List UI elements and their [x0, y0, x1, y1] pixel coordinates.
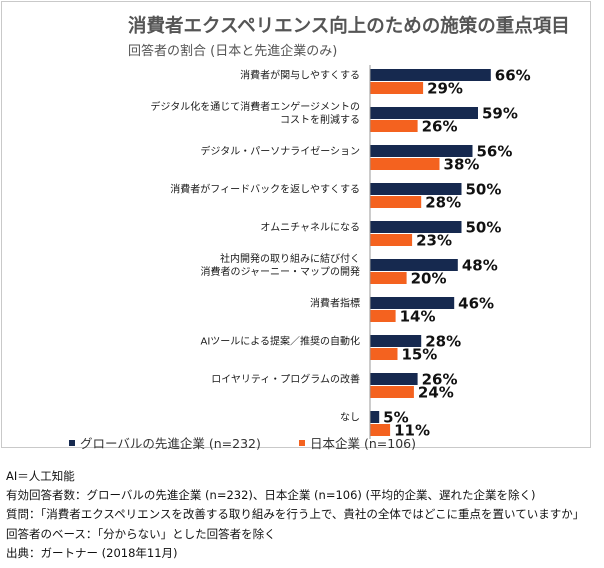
- footnote-question: 質問：「消費者エクスペリエンスを改善する取り組みを行う上で、貴社の全体ではどこに…: [6, 507, 585, 522]
- bar-japan: [370, 386, 414, 398]
- legend-swatch-global: [69, 440, 75, 446]
- bar-global: [370, 373, 418, 385]
- value-label-japan: 26%: [422, 118, 458, 136]
- footnote-base: 回答者のベース：「分からない」とした回答者を除く: [6, 526, 276, 541]
- value-label-japan: 23%: [416, 232, 452, 250]
- bar-japan: [370, 158, 440, 170]
- legend-swatch-japan: [299, 440, 305, 446]
- category-label: デジタル化を通じて消費者エンゲージメントの: [150, 100, 360, 113]
- legend-item-japan: 日本企業 (n=106): [299, 433, 416, 452]
- value-label-global: 26%: [422, 371, 458, 389]
- category-label: 消費者のジャーニー・マップの開発: [201, 265, 361, 278]
- bar-global: [370, 221, 462, 233]
- category-label: 消費者が関与しやすくする: [240, 69, 360, 82]
- chart-title: 消費者エクスペリエンス向上のための施策の重点項目: [128, 16, 570, 37]
- chart-subtitle: 回答者の割合 (日本と先進企業のみ): [128, 44, 338, 59]
- value-label-global: 50%: [466, 219, 502, 237]
- bar-global: [370, 183, 462, 195]
- bar-japan: [370, 196, 422, 208]
- category-label: 社内開発の取り組みに結び付く: [220, 252, 360, 265]
- bar-japan: [370, 310, 396, 322]
- bar-global: [370, 69, 491, 81]
- value-label-japan: 29%: [427, 80, 463, 98]
- category-label: ロイヤリティ・プログラムの改善: [211, 373, 360, 386]
- bar-global: [370, 335, 422, 347]
- footnote-respondents: 有効回答者数：グローバルの先進企業 (n=232)、日本企業 (n=106) (…: [6, 488, 536, 503]
- value-label-japan: 20%: [411, 270, 447, 288]
- category-label: 消費者指標: [310, 297, 360, 310]
- legend-item-global: グローバルの先進企業 (n=232): [69, 433, 261, 452]
- value-label-japan: 15%: [401, 346, 437, 364]
- bar-global: [370, 107, 478, 119]
- value-label-global: 28%: [425, 333, 461, 351]
- bar-japan: [370, 82, 424, 94]
- bar-japan: [370, 272, 407, 284]
- value-label-global: 50%: [466, 181, 502, 199]
- category-label: オムニチャネルになる: [260, 222, 360, 234]
- value-label-japan: 28%: [425, 194, 461, 212]
- bar-japan: [370, 348, 398, 360]
- category-label: AIツールによる提案／推奨の自動化: [201, 335, 361, 348]
- footnote-source: 出典：ガートナー (2018年11月): [6, 545, 178, 560]
- bar-plot: 消費者が関与しやすくする 66% 29% デジタル化を通じて消費者エンゲージメントのコ…: [150, 65, 531, 440]
- bar-global: [370, 145, 473, 157]
- value-label-japan: 24%: [418, 384, 454, 402]
- value-label-global: 66%: [495, 67, 531, 85]
- chart-container: 消費者エクスペリエンス向上のための施策の重点項目 回答者の割合 (日本と先進企業…: [1, 1, 591, 451]
- footnotes: AI＝人工知能 有効回答者数：グローバルの先進企業 (n=232)、日本企業 (…: [6, 467, 584, 563]
- bar-japan: [370, 424, 391, 436]
- bar-global: [370, 259, 458, 271]
- footnote-ai: AI＝人工知能: [6, 469, 75, 483]
- value-label-global: 5%: [383, 409, 408, 427]
- legend-label-global: グローバルの先進企業 (n=232): [80, 436, 261, 451]
- legend-label-japan: 日本企業 (n=106): [310, 436, 416, 451]
- bar-japan: [370, 234, 413, 246]
- category-label: 消費者がフィードバックを返しやすくする: [170, 183, 360, 196]
- value-label-japan: 11%: [394, 422, 430, 440]
- category-label: なし: [340, 412, 360, 424]
- bar-japan: [370, 120, 418, 132]
- bar-global: [370, 411, 380, 423]
- value-label-japan: 14%: [400, 308, 436, 326]
- value-label-global: 59%: [482, 105, 518, 123]
- value-label-global: 48%: [462, 257, 498, 275]
- value-label-global: 56%: [476, 143, 512, 161]
- category-label: コストを削減する: [280, 113, 360, 126]
- category-label: デジタル・パーソナライゼーション: [200, 145, 360, 158]
- bar-global: [370, 297, 455, 309]
- value-label-global: 46%: [458, 295, 494, 313]
- value-label-japan: 38%: [444, 156, 480, 174]
